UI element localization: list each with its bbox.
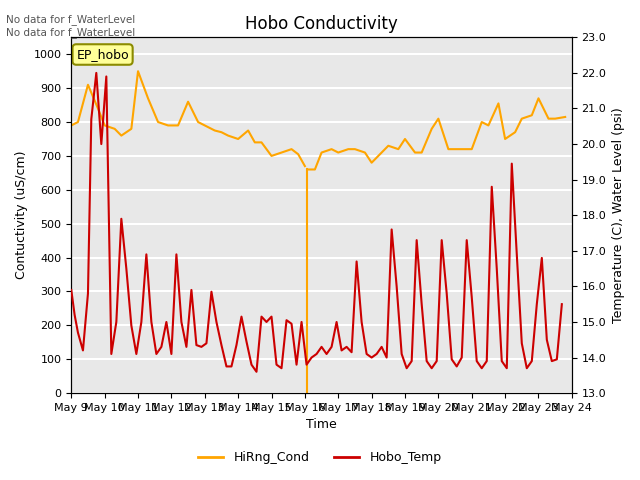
Title: Hobo Conductivity: Hobo Conductivity [245, 15, 398, 33]
Text: No data for f_WaterLevel
No data for f_WaterLevel: No data for f_WaterLevel No data for f_W… [6, 14, 136, 38]
Y-axis label: Temperature (C), Water Level (psi): Temperature (C), Water Level (psi) [612, 108, 625, 323]
X-axis label: Time: Time [306, 419, 337, 432]
Text: EP_hobo: EP_hobo [76, 48, 129, 61]
Legend: HiRng_Cond, Hobo_Temp: HiRng_Cond, Hobo_Temp [193, 446, 447, 469]
Y-axis label: Contuctivity (uS/cm): Contuctivity (uS/cm) [15, 151, 28, 279]
